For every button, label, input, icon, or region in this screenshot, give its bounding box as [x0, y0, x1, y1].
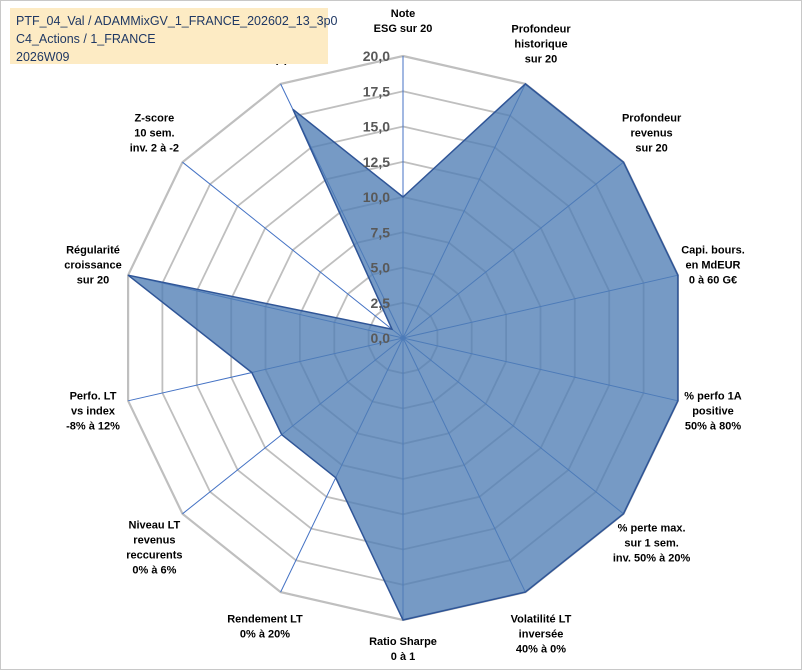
- chart-title-line-1: PTF_04_Val / ADAMMixGV_1_FRANCE_202602_1…: [16, 14, 338, 28]
- axis-label-line: sur 20: [525, 53, 557, 65]
- tick-label: 7,5: [371, 224, 391, 240]
- axis-label-line: sur 20: [77, 274, 109, 286]
- axis-label-line: Régularité: [66, 244, 120, 256]
- axis-label-line: Volatilité LT: [511, 614, 572, 626]
- tick-label: 5,0: [371, 260, 391, 276]
- chart-title-box: PTF_04_Val / ADAMMixGV_1_FRANCE_202602_1…: [10, 8, 338, 64]
- tick-label: 10,0: [363, 189, 390, 205]
- axis-label-line: inv. 2 à -2: [130, 143, 179, 155]
- axis-label-line: 10 sem.: [134, 128, 174, 140]
- axis-label-line: Z-score: [135, 113, 175, 125]
- axis-label-line: ESG sur 20: [374, 23, 433, 35]
- axis-label-line: Note: [391, 8, 415, 20]
- axis-label-line: Profondeur: [622, 113, 682, 125]
- axis-label-line: -8% à 12%: [66, 421, 120, 433]
- axis-label: Niveau LT revenus reccurents 0% à 6%: [126, 520, 182, 577]
- axis-label-line: Profondeur: [511, 23, 571, 35]
- axis-label-line: Capi. bours.: [681, 244, 745, 256]
- axis-label-line: 0% à 20%: [240, 629, 290, 641]
- tick-label: 17,5: [363, 83, 390, 99]
- axis-label: % perfo 1A positive 50% à 80%: [684, 391, 742, 433]
- axis-label-line: Perfo. LT: [70, 391, 117, 403]
- axis-label-line: Rendement LT: [227, 614, 303, 626]
- axis-label-line: revenus: [133, 535, 175, 547]
- tick-label: 15,0: [363, 119, 390, 135]
- axis-label: Note ESG sur 20: [374, 8, 433, 35]
- axis-label-line: inversée: [519, 629, 564, 641]
- axis-label-line: sur 20: [635, 143, 667, 155]
- axis-label-line: inv. 50% à 20%: [613, 552, 691, 564]
- axis-spoke: [182, 161, 404, 339]
- axis-label: Rendement LT 0% à 20%: [227, 614, 303, 641]
- axis-label-line: vs index: [71, 406, 116, 418]
- axis-label-line: reccurents: [126, 550, 182, 562]
- tick-label: 12,5: [363, 154, 390, 170]
- series-area: [127, 82, 679, 621]
- axis-label: Régularité croissance sur 20: [64, 244, 121, 286]
- axis-label-line: 0 à 1: [391, 651, 415, 663]
- axis-label-line: 50% à 80%: [685, 421, 741, 433]
- tick-labels: 0,0 2,5 5,0 7,5 10,0 12,5 15,0 17,5 20,0: [363, 48, 390, 346]
- axis-label: Profondeur historique sur 20: [511, 23, 571, 65]
- axis-label-line: positive: [692, 406, 734, 418]
- axis-label: Perfo. LT vs index -8% à 12%: [66, 391, 120, 433]
- axis-label-line: % perfo 1A: [684, 391, 742, 403]
- axis-label-line: revenus: [630, 128, 672, 140]
- chart-title-line-3: 2026W09: [16, 50, 70, 64]
- axis-label: Volatilité LT inversée 40% à 0%: [511, 614, 572, 656]
- axis-label: Z-score 10 sem. inv. 2 à -2: [130, 113, 179, 155]
- chart-title-line-2: C4_Actions / 1_FRANCE: [16, 32, 156, 46]
- axis-label-line: % perte max.: [618, 522, 686, 534]
- axis-label: % perte max. sur 1 sem. inv. 50% à 20%: [613, 522, 691, 564]
- axis-label-line: 0 à 60 G€: [689, 274, 737, 286]
- axis-label-line: en MdEUR: [686, 259, 741, 271]
- axis-label-line: 40% à 0%: [516, 644, 566, 656]
- tick-label: 2,5: [371, 295, 391, 311]
- axis-label-line: historique: [514, 38, 567, 50]
- tick-label: 20,0: [363, 48, 390, 64]
- axis-label-line: 0% à 6%: [132, 565, 176, 577]
- tick-label: 0,0: [371, 330, 391, 346]
- axis-label-line: Ratio Sharpe: [369, 636, 437, 648]
- axis-label: Capi. bours. en MdEUR 0 à 60 G€: [681, 244, 745, 286]
- axis-label: Profondeur revenus sur 20: [622, 113, 682, 155]
- series: [127, 82, 679, 621]
- axis-label-line: Niveau LT: [129, 520, 181, 532]
- axis-label-line: sur 1 sem.: [624, 537, 678, 549]
- axis-label: Ratio Sharpe 0 à 1: [369, 636, 437, 663]
- axis-label-line: croissance: [64, 259, 121, 271]
